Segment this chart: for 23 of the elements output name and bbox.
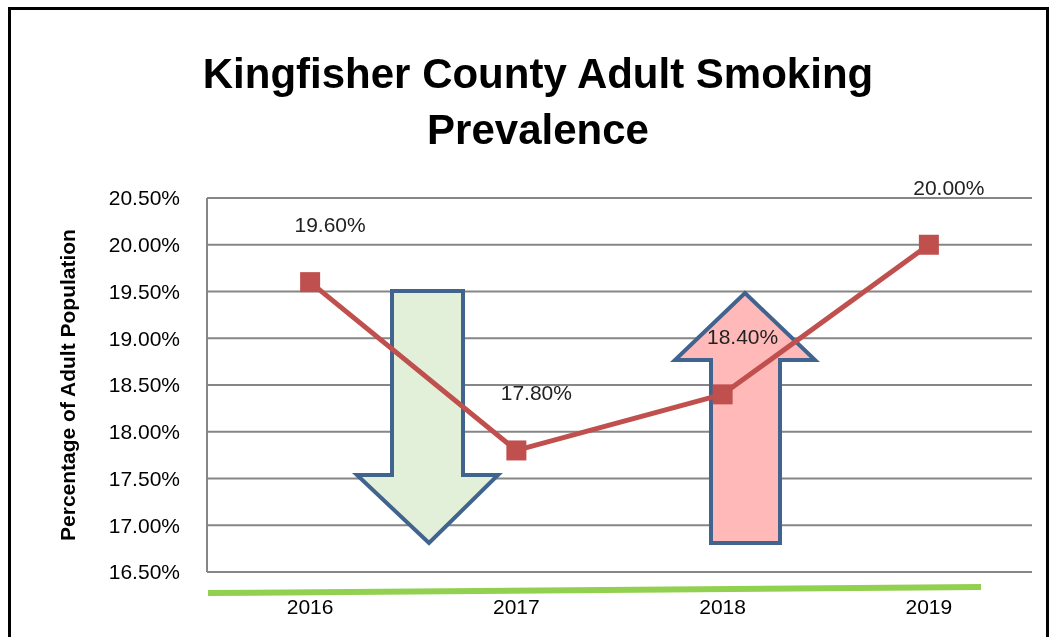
y-axis-title: Percentage of Adult Population [56, 229, 79, 541]
point [712, 384, 733, 405]
y-tick-label: 19.50% [108, 279, 180, 303]
y-tick-label: 18.50% [108, 373, 180, 397]
chart-title: Kingfisher County Adult Smoking Prevalence [202, 50, 874, 153]
y-tick-label: 17.00% [108, 513, 180, 537]
point [506, 440, 527, 461]
y-tick-label: 19.00% [108, 326, 180, 350]
y-tick-label: 20.00% [108, 233, 180, 257]
y-tick-label: 18.00% [108, 420, 180, 444]
x-tick-label: 2019 [905, 595, 953, 618]
point [300, 272, 321, 293]
data-label: 18.40% [707, 325, 779, 349]
data-label: 19.60% [294, 213, 366, 237]
y-tick-label: 17.50% [108, 466, 180, 490]
data-label: 20.00% [913, 175, 985, 199]
data-label: 17.80% [500, 381, 572, 405]
y-tick-label: 16.50% [108, 560, 180, 584]
y-tick-label: 20.50% [108, 186, 180, 210]
x-tick-label: 2017 [493, 595, 540, 618]
point [918, 234, 939, 255]
x-tick-label: 2018 [699, 595, 746, 618]
x-tick-label: 2016 [286, 595, 334, 618]
